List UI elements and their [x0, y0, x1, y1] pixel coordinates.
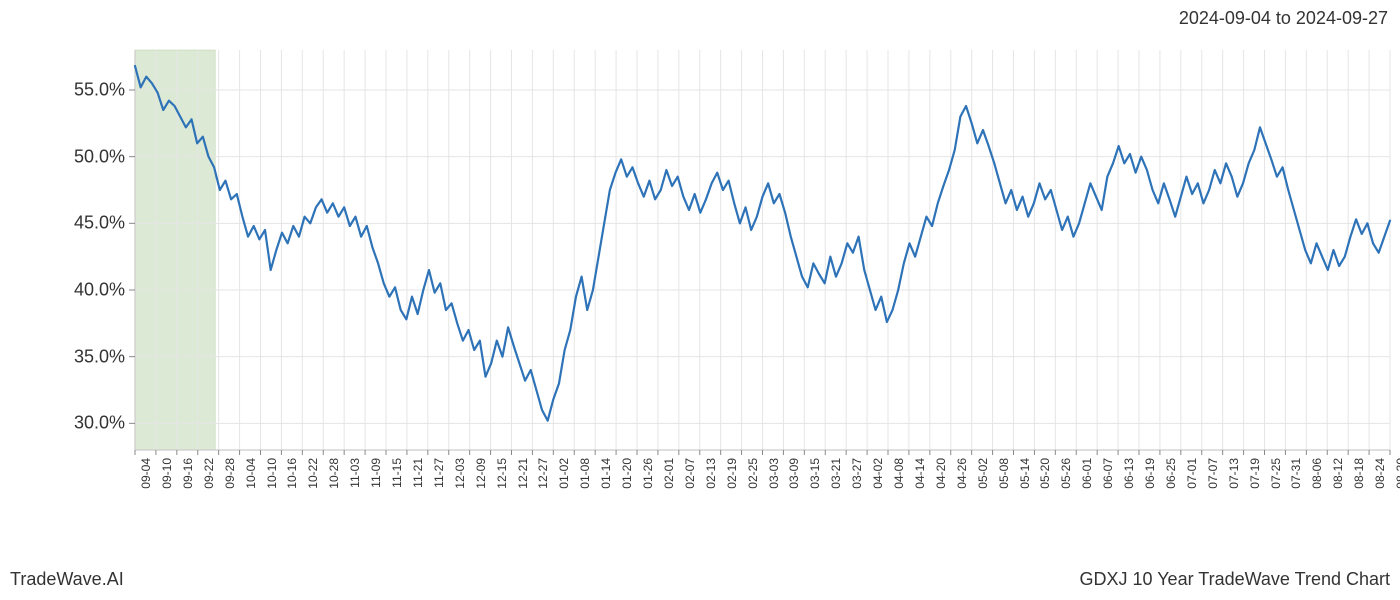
- x-tick-label: 07-19: [1248, 458, 1262, 489]
- y-tick-label: 35.0%: [5, 346, 125, 367]
- x-tick-label: 01-20: [620, 458, 634, 489]
- y-tick-label: 50.0%: [5, 146, 125, 167]
- y-tick-label: 45.0%: [5, 213, 125, 234]
- x-tick-label: 12-09: [474, 458, 488, 489]
- x-tick-label: 02-01: [662, 458, 676, 489]
- x-tick-label: 12-21: [516, 458, 530, 489]
- x-tick-label: 05-26: [1059, 458, 1073, 489]
- x-tick-label: 03-03: [767, 458, 781, 489]
- x-tick-label: 10-22: [306, 458, 320, 489]
- x-tick-label: 12-15: [495, 458, 509, 489]
- x-tick-label: 07-31: [1289, 458, 1303, 489]
- x-tick-label: 06-25: [1164, 458, 1178, 489]
- x-tick-label: 06-07: [1101, 458, 1115, 489]
- x-tick-label: 08-06: [1310, 458, 1324, 489]
- x-tick-label: 05-14: [1018, 458, 1032, 489]
- x-tick-label: 08-12: [1331, 458, 1345, 489]
- x-tick-label: 11-09: [369, 458, 383, 488]
- x-tick-label: 01-08: [578, 458, 592, 489]
- x-tick-label: 04-14: [913, 458, 927, 489]
- x-tick-label: 01-02: [557, 458, 571, 489]
- x-tick-label: 03-09: [787, 458, 801, 489]
- x-tick-label: 08-18: [1352, 458, 1366, 489]
- x-tick-label: 02-19: [725, 458, 739, 489]
- x-tick-label: 06-01: [1080, 458, 1094, 489]
- y-tick-label: 40.0%: [5, 280, 125, 301]
- x-tick-label: 05-02: [976, 458, 990, 489]
- x-tick-label: 09-28: [223, 458, 237, 489]
- x-tick-label: 04-02: [871, 458, 885, 489]
- x-tick-label: 07-13: [1227, 458, 1241, 489]
- x-tick-label: 11-21: [411, 458, 425, 488]
- x-tick-label: 03-21: [829, 458, 843, 489]
- x-tick-label: 05-20: [1038, 458, 1052, 489]
- footer-chart-title: GDXJ 10 Year TradeWave Trend Chart: [1080, 569, 1391, 590]
- x-tick-label: 05-08: [997, 458, 1011, 489]
- x-tick-label: 01-14: [599, 458, 613, 489]
- x-tick-label: 11-03: [348, 458, 362, 488]
- y-tick-label: 55.0%: [5, 80, 125, 101]
- date-range-label: 2024-09-04 to 2024-09-27: [1179, 8, 1388, 29]
- x-tick-label: 02-25: [746, 458, 760, 489]
- x-tick-label: 04-08: [892, 458, 906, 489]
- x-tick-label: 10-04: [244, 458, 258, 489]
- x-tick-label: 09-22: [202, 458, 216, 489]
- x-tick-label: 08-30: [1394, 458, 1400, 489]
- x-tick-label: 04-20: [934, 458, 948, 489]
- x-tick-label: 04-26: [955, 458, 969, 489]
- y-tick-label: 30.0%: [5, 413, 125, 434]
- x-tick-label: 10-10: [265, 458, 279, 489]
- x-tick-label: 02-07: [683, 458, 697, 489]
- x-tick-label: 06-13: [1122, 458, 1136, 489]
- x-tick-label: 07-25: [1269, 458, 1283, 489]
- x-tick-label: 12-27: [536, 458, 550, 489]
- x-tick-label: 01-26: [641, 458, 655, 489]
- x-tick-label: 07-01: [1185, 458, 1199, 489]
- x-tick-label: 06-19: [1143, 458, 1157, 489]
- x-tick-label: 12-03: [453, 458, 467, 489]
- x-tick-label: 10-28: [327, 458, 341, 489]
- x-tick-label: 09-16: [181, 458, 195, 489]
- x-tick-label: 07-07: [1206, 458, 1220, 489]
- x-tick-label: 11-15: [390, 458, 404, 488]
- x-tick-label: 10-16: [285, 458, 299, 489]
- x-tick-label: 09-10: [160, 458, 174, 489]
- footer-brand: TradeWave.AI: [10, 569, 124, 590]
- x-tick-label: 08-24: [1373, 458, 1387, 489]
- x-tick-label: 02-13: [704, 458, 718, 489]
- x-tick-label: 03-15: [808, 458, 822, 489]
- x-tick-label: 09-04: [139, 458, 153, 489]
- trend-chart: 30.0% 35.0% 40.0% 45.0% 50.0% 55.0% 09-04 09-1…: [0, 40, 1400, 540]
- x-tick-label: 11-27: [432, 458, 446, 488]
- x-tick-label: 03-27: [850, 458, 864, 489]
